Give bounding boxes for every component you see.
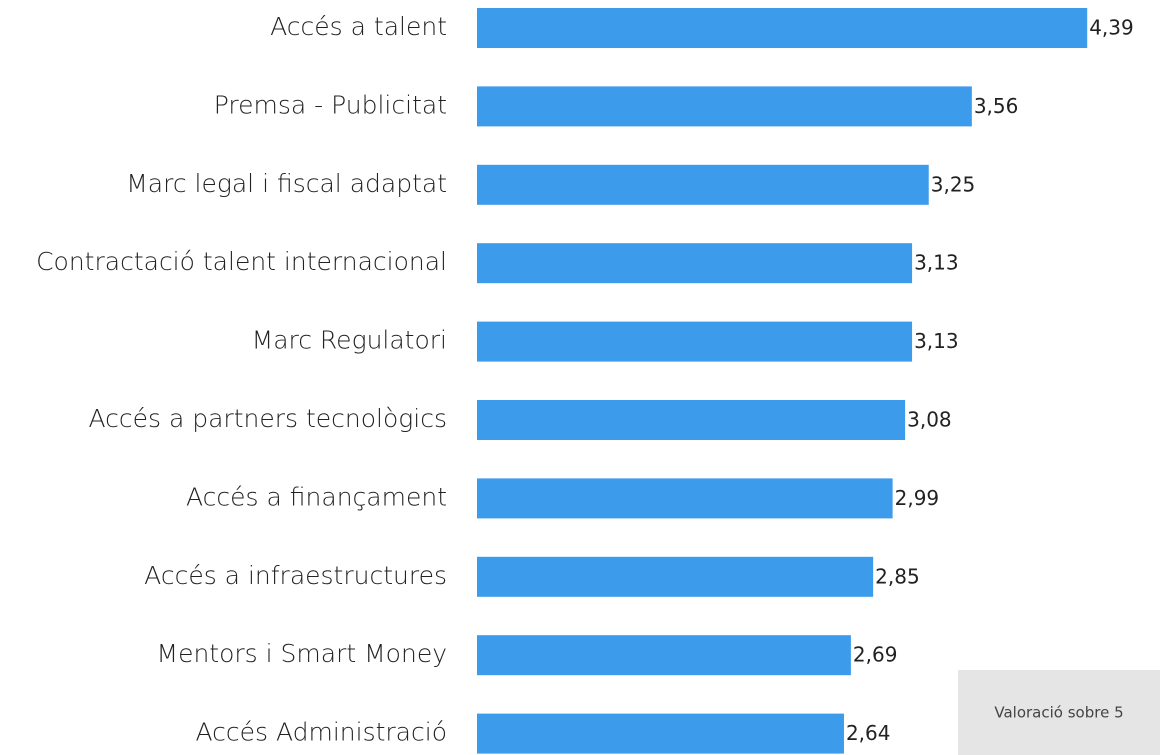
value-label: 3,25 (931, 172, 976, 196)
value-label: 2,99 (895, 486, 940, 510)
bar (477, 321, 913, 362)
category-label: Accés a finançament (186, 482, 447, 511)
value-label: 3,13 (914, 329, 959, 353)
category-label: Accés a infraestructures (144, 561, 447, 590)
category-label: Accés a talent (270, 12, 447, 41)
category-label: Premsa - Publicitat (214, 90, 447, 119)
value-label: 2,64 (846, 721, 891, 745)
bar (477, 713, 844, 754)
value-label: 2,85 (875, 564, 920, 588)
bar (477, 164, 929, 205)
category-label: Mentors i Smart Money (157, 639, 448, 668)
bar (477, 400, 906, 440)
value-label: 4,39 (1089, 16, 1134, 40)
category-label: Contractació talent internacional (36, 247, 447, 276)
value-label: 3,56 (974, 94, 1019, 118)
category-label: Marc legal i fiscal adaptat (126, 169, 447, 198)
category-label: Accés a partners tecnològics (88, 404, 447, 433)
category-label: Accés Administració (195, 718, 447, 747)
bar (477, 86, 972, 127)
value-label: 2,69 (853, 643, 898, 667)
bar (477, 8, 1088, 48)
value-label: 3,08 (907, 408, 952, 432)
bar (477, 478, 893, 519)
value-label: 3,13 (914, 251, 959, 275)
bar (477, 635, 851, 676)
category-label: Marc Regulatori (252, 326, 447, 355)
note-box (958, 670, 1160, 755)
bar (477, 556, 874, 597)
note: Valoració sobre 5 (994, 704, 1123, 722)
bar (477, 243, 913, 284)
